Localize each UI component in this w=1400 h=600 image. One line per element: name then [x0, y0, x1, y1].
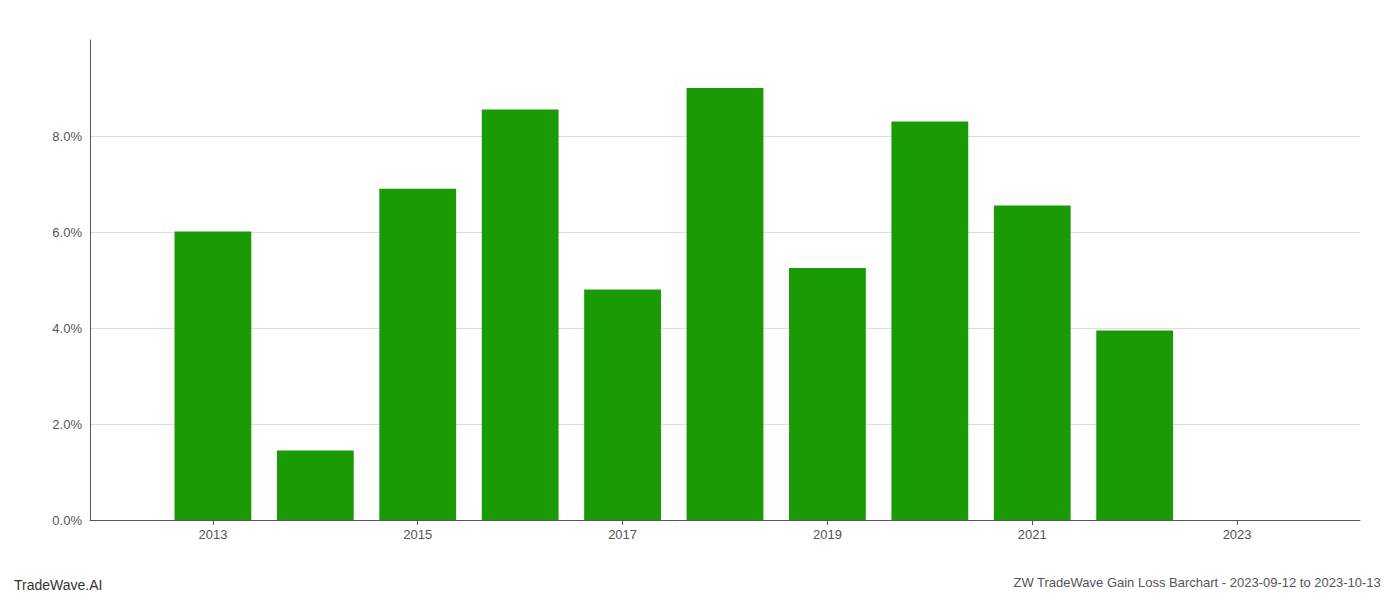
svg-text:2013: 2013 [198, 527, 227, 542]
svg-text:6.0%: 6.0% [52, 225, 82, 240]
svg-text:2023: 2023 [1223, 527, 1252, 542]
svg-text:2.0%: 2.0% [52, 417, 82, 432]
svg-text:2017: 2017 [608, 527, 637, 542]
svg-text:8.0%: 8.0% [52, 129, 82, 144]
svg-text:4.0%: 4.0% [52, 321, 82, 336]
svg-text:ZW TradeWave Gain Loss Barchar: ZW TradeWave Gain Loss Barchart - 2023-0… [1013, 575, 1380, 590]
svg-text:2019: 2019 [813, 527, 842, 542]
svg-text:TradeWave.AI: TradeWave.AI [14, 577, 102, 593]
svg-text:2015: 2015 [403, 527, 432, 542]
svg-text:0.0%: 0.0% [52, 513, 82, 528]
svg-text:2021: 2021 [1018, 527, 1047, 542]
